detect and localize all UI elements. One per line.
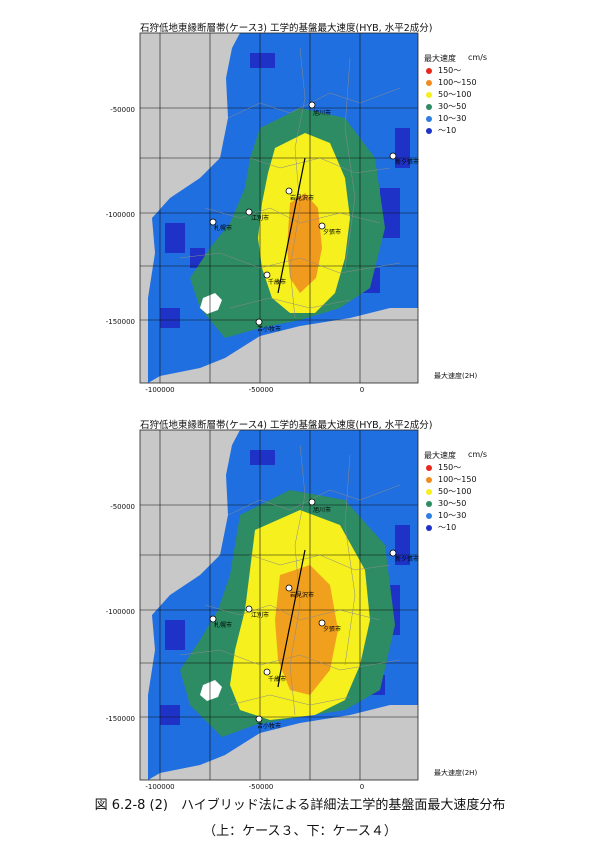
city-label: 千歳市 (268, 675, 286, 683)
legend-title: 最大速度 (424, 54, 456, 63)
legend-swatch (426, 103, 432, 110)
legend-swatch (426, 524, 432, 531)
legend-unit: cm/s (468, 450, 488, 459)
city-label: 岩見沢市 (290, 591, 314, 599)
legend-swatch (426, 67, 432, 74)
map-panel-case4: 石狩低地東縁断層帯(ケース4) 工学的基盤最大速度(HYB, 水平2成分) (0, 405, 600, 795)
city-label: 新夕張市 (395, 158, 419, 166)
legend-item: 30〜50 (426, 101, 466, 112)
legend-swatch (426, 115, 432, 122)
city-label: 苫小牧市 (257, 325, 281, 333)
figure-subcaption: （上：ケース３、下：ケース４） (203, 824, 397, 839)
corner-label: 最大速度(2H) (434, 769, 478, 777)
zone-100-150 (275, 565, 338, 695)
figure-caption: 図 6.2-8 (2) ハイブリッド法による詳細法工学的基盤面最大速度分布 (94, 798, 506, 813)
city-label: 夕張市 (323, 228, 341, 236)
map-title: 石狩低地東縁断層帯(ケース4) 工学的基盤最大速度(HYB, 水平2成分) (140, 420, 433, 431)
legend-swatch (426, 79, 432, 86)
city-label: 札幌市 (214, 621, 232, 629)
map-title: 石狩低地東縁断層帯(ケース3) 工学的基盤最大速度(HYB, 水平2成分) (140, 23, 433, 34)
legend-swatch (426, 91, 432, 98)
legend-unit: cm/s (468, 53, 488, 62)
x-tick: 0 (359, 783, 365, 791)
legend-item: 100〜150 (426, 77, 477, 88)
legend-item: 50〜100 (426, 89, 471, 100)
x-tick: -50000 (248, 783, 274, 791)
map-panel-case3: 石狩低地東縁断層帯(ケース3) 工学的基盤最大速度(HYB, 水平2成分) (0, 8, 600, 398)
city-label: 夕張市 (323, 625, 341, 633)
legend-swatch (426, 464, 432, 471)
legend-title: 最大速度 (424, 451, 456, 460)
legend-item: 100〜150 (426, 474, 477, 485)
x-tick: -100000 (145, 386, 175, 394)
fault-line (277, 157, 306, 294)
legend-swatch (426, 127, 432, 134)
y-tick: -50000 (110, 106, 135, 114)
legend-swatch (426, 512, 432, 519)
legend-item: 50〜100 (426, 486, 471, 497)
corner-label: 最大速度(2H) (434, 372, 478, 380)
y-tick: -100000 (105, 608, 135, 616)
city-label: 旭川市 (313, 506, 331, 514)
legend-swatch (426, 476, 432, 483)
zone-100-150 (287, 193, 322, 293)
legend-item: 150〜 (426, 65, 461, 76)
legend-item: 〜10 (426, 125, 456, 136)
x-tick: -100000 (145, 783, 175, 791)
city-label: 江別市 (251, 611, 269, 619)
city-label: 苫小牧市 (257, 722, 281, 730)
legend-swatch (426, 500, 432, 507)
legend-item: 〜10 (426, 522, 456, 533)
city-label: 岩見沢市 (290, 194, 314, 202)
city-label: 札幌市 (214, 224, 232, 232)
legend-item: 30〜50 (426, 498, 466, 509)
y-tick: -150000 (105, 715, 135, 723)
fault-line (277, 549, 306, 688)
legend-item: 10〜30 (426, 113, 466, 124)
city-label: 江別市 (251, 214, 269, 222)
legend-swatch (426, 488, 432, 495)
y-tick: -50000 (110, 503, 135, 511)
velocity-map: 旭川市 新夕張市 岩見沢市 江別市 夕張市 札幌市 千歳市 苫小牧市 (139, 429, 419, 781)
x-tick: 0 (359, 386, 365, 394)
city-label: 千歳市 (268, 278, 286, 286)
legend-item: 10〜30 (426, 510, 466, 521)
city-label: 旭川市 (313, 109, 331, 117)
y-tick: -150000 (105, 318, 135, 326)
velocity-map: 旭川市 新夕張市 岩見沢市 江別市 夕張市 札幌市 千歳市 苫小牧市 (139, 32, 419, 384)
city-label: 新夕張市 (395, 555, 419, 563)
x-tick: -50000 (248, 386, 274, 394)
legend-item: 150〜 (426, 462, 461, 473)
y-tick: -100000 (105, 211, 135, 219)
